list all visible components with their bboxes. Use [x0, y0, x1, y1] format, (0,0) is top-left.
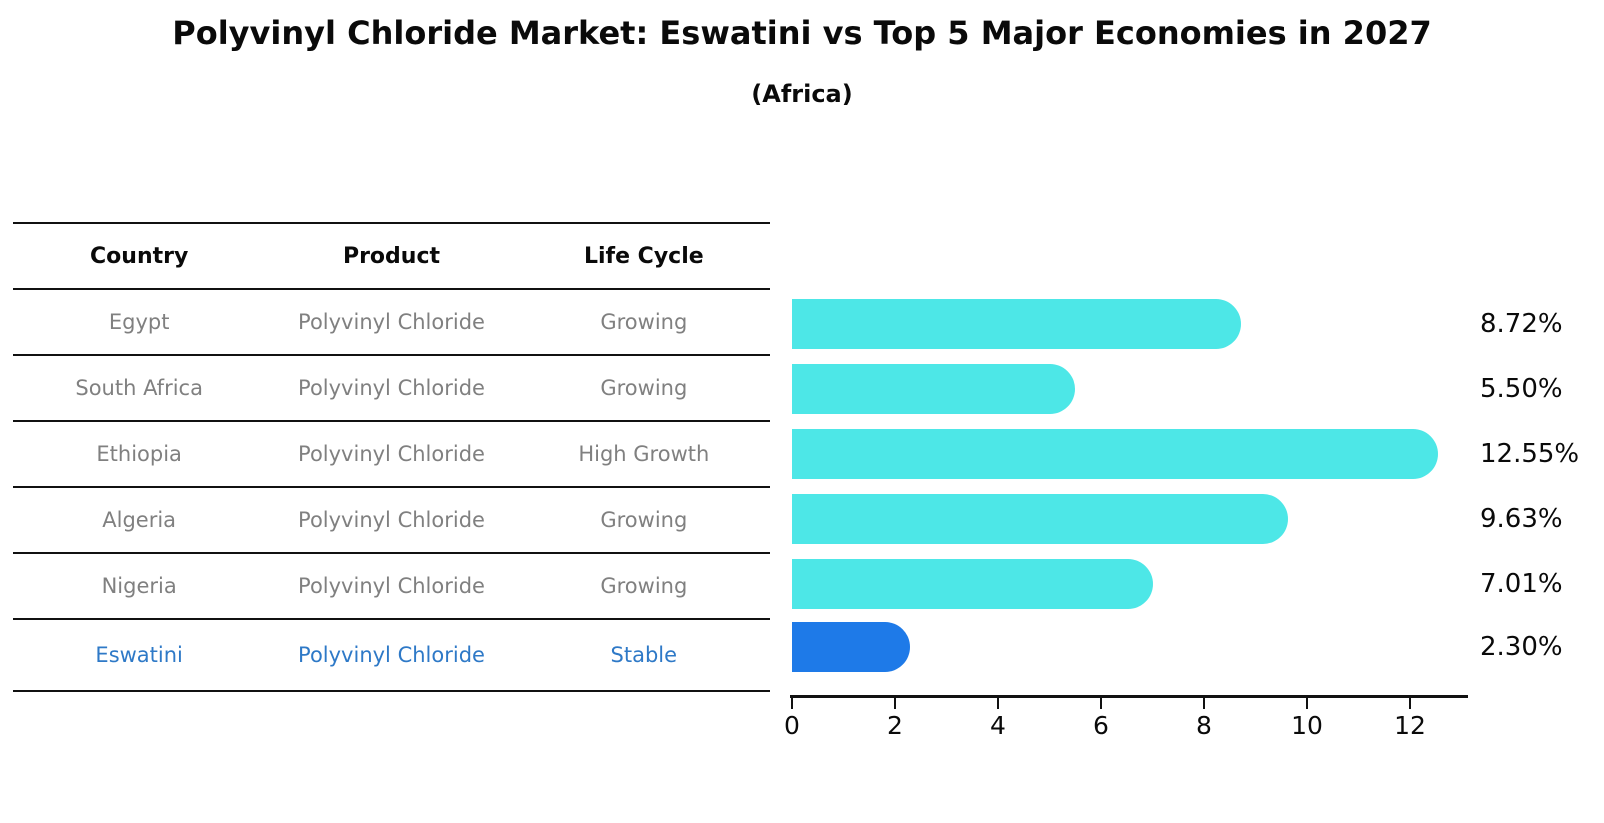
cell-life-cycle: Stable [610, 643, 678, 667]
header-product: Product [342, 243, 441, 269]
cell-product: Polyvinyl Chloride [298, 442, 485, 466]
table-row: Ethiopia Polyvinyl Chloride High Growth [13, 422, 770, 488]
cell-life-cycle: Growing [600, 574, 688, 598]
cell-country: Nigeria [101, 574, 177, 598]
cell-life-cycle: Growing [600, 310, 688, 334]
cell-product: Polyvinyl Chloride [298, 376, 485, 400]
x-axis-tick [997, 698, 999, 709]
table-row: South Africa Polyvinyl Chloride Growing [13, 356, 770, 422]
x-axis-tick-label: 6 [1093, 711, 1109, 740]
value-label-south-africa: 5.50% [1480, 374, 1563, 404]
value-label-ethiopia: 12.55% [1480, 439, 1580, 469]
x-axis-tick [1100, 698, 1102, 709]
table-row: Egypt Polyvinyl Chloride Growing [13, 290, 770, 356]
x-axis-tick-label: 2 [887, 711, 903, 740]
value-label-eswatini: 2.30% [1480, 632, 1563, 662]
cell-country: South Africa [75, 376, 203, 400]
table-header-row: Country Product Life Cycle [13, 224, 770, 290]
x-axis-tick-label: 0 [784, 711, 800, 740]
x-axis-tick [1203, 698, 1205, 709]
page-title: Polyvinyl Chloride Market: Eswatini vs T… [172, 14, 1432, 52]
cell-product: Polyvinyl Chloride [298, 508, 485, 532]
x-axis-tick-label: 8 [1196, 711, 1212, 740]
summary-table: Country Product Life Cycle Egypt Polyvin… [13, 222, 770, 692]
bar-ethiopia [792, 429, 1438, 479]
header-country: Country [90, 243, 189, 269]
cell-life-cycle: Growing [600, 508, 688, 532]
bar-eswatini [792, 622, 910, 672]
x-axis-tick-label: 12 [1394, 711, 1426, 740]
header-life-cycle: Life Cycle [583, 243, 704, 269]
x-axis-tick-label: 10 [1291, 711, 1323, 740]
cell-life-cycle: Growing [600, 376, 688, 400]
cell-country: Algeria [102, 508, 177, 532]
page-subtitle: (Africa) [751, 80, 853, 108]
value-label-egypt: 8.72% [1480, 309, 1563, 339]
x-axis-tick [791, 698, 793, 709]
cell-country: Ethiopia [96, 442, 182, 466]
cell-product: Polyvinyl Chloride [298, 574, 485, 598]
x-axis-tick [894, 698, 896, 709]
x-axis-line [790, 695, 1468, 698]
x-axis-tick-label: 4 [990, 711, 1006, 740]
bar-algeria [792, 494, 1288, 544]
x-axis-tick [1306, 698, 1308, 709]
value-label-nigeria: 7.01% [1480, 569, 1563, 599]
cell-product: Polyvinyl Chloride [298, 643, 485, 667]
x-axis-tick [1409, 698, 1411, 709]
value-label-algeria: 9.63% [1480, 504, 1563, 534]
bar-nigeria [792, 559, 1153, 609]
table-row-eswatini-highlight: Eswatini Polyvinyl Chloride Stable [13, 620, 770, 692]
bar-south-africa [792, 364, 1075, 414]
bar-egypt [792, 299, 1241, 349]
cell-country: Egypt [108, 310, 170, 334]
cell-country: Eswatini [95, 643, 183, 667]
table-row: Algeria Polyvinyl Chloride Growing [13, 488, 770, 554]
cell-life-cycle: High Growth [578, 442, 710, 466]
table-row: Nigeria Polyvinyl Chloride Growing [13, 554, 770, 620]
cell-product: Polyvinyl Chloride [298, 310, 485, 334]
